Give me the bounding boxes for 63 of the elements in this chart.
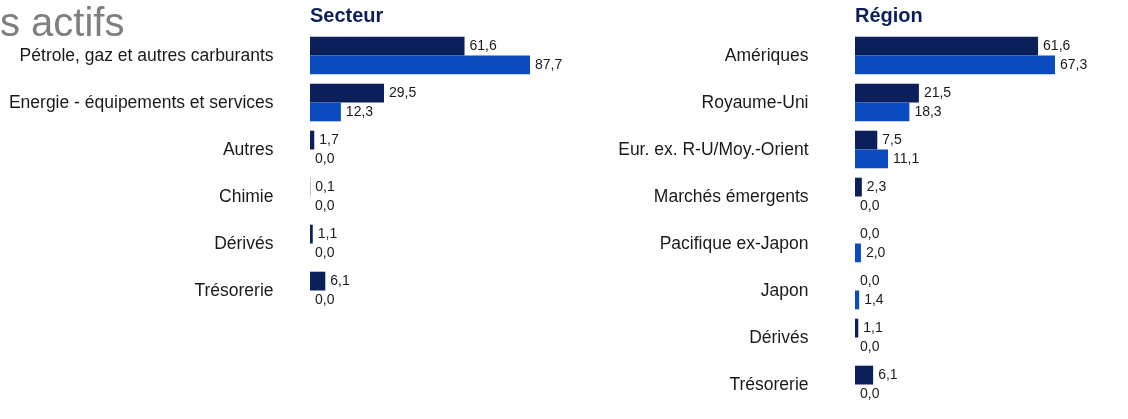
bar [855,318,859,338]
y-tick-label: Dérivés [749,326,809,347]
bar [310,55,530,75]
y-tick-label: Amériques [724,44,809,65]
data-label: 0,0 [315,243,335,260]
bar [310,83,384,103]
bar [855,36,1039,56]
bar [855,83,919,103]
data-label: 0,0 [860,196,880,213]
bar [310,271,326,291]
y-tick-label: Japon [760,279,809,300]
text: s actifs [0,0,125,44]
data-label: 2,3 [866,178,887,195]
y-tick-label: Pacifique ex-Japon [659,232,809,253]
y-tick-label: Pétrole, gaz et autres carburants [19,44,274,65]
data-label: 61,6 [1043,37,1071,54]
bar [855,177,862,197]
y-tick-label: Energie - équipements et services [8,91,274,112]
bar [855,149,888,169]
data-label: 0,0 [860,225,880,242]
data-label: 18,3 [914,102,942,119]
data-label: 12,3 [345,102,374,119]
y-tick-label: Marchés émergents [653,185,809,206]
y-tick-label: Chimie [219,185,274,206]
bar [855,365,874,385]
data-label: 0,0 [315,149,335,166]
data-label: 0,0 [315,196,335,213]
y-tick-label: Trésorerie [729,373,809,394]
data-label: 0,0 [315,290,335,307]
bar [310,224,313,244]
data-label: 29,5 [389,84,417,101]
data-label: 0,0 [860,272,880,289]
y-tick-label: Dérivés [214,232,274,253]
data-label: 1,1 [863,319,883,336]
chart-title: Région [855,4,923,26]
data-label: 1,1 [317,225,338,242]
bar [855,55,1055,75]
data-label: 6,1 [878,366,898,383]
data-label: 87,7 [535,55,563,72]
data-label: 6,1 [330,272,350,289]
bar [855,243,861,263]
data-label: 21,5 [923,84,952,101]
bar [310,130,315,150]
chart-title: Secteur [310,4,384,26]
data-label: 7,5 [882,131,902,148]
y-tick-label: Autres [222,138,274,159]
data-label: 0,0 [860,337,880,354]
bar [855,290,860,310]
data-label: 61,6 [469,37,497,54]
y-tick-label: Eur. ex. R-U/Moy.-Orient [618,138,809,159]
y-tick-label: Royaume-Uni [701,91,809,112]
data-label: 67,3 [1060,55,1088,72]
data-label: 0,1 [315,178,335,195]
data-label: 1,4 [864,290,884,307]
data-label: 11,1 [892,149,920,166]
data-label: 2,0 [865,243,886,260]
bar [310,36,465,56]
y-tick-label: Trésorerie [194,279,274,300]
bar [310,102,341,122]
bar [855,102,910,122]
data-label: 0,0 [860,384,880,401]
data-label: 1,7 [319,131,339,148]
bar [855,130,878,150]
